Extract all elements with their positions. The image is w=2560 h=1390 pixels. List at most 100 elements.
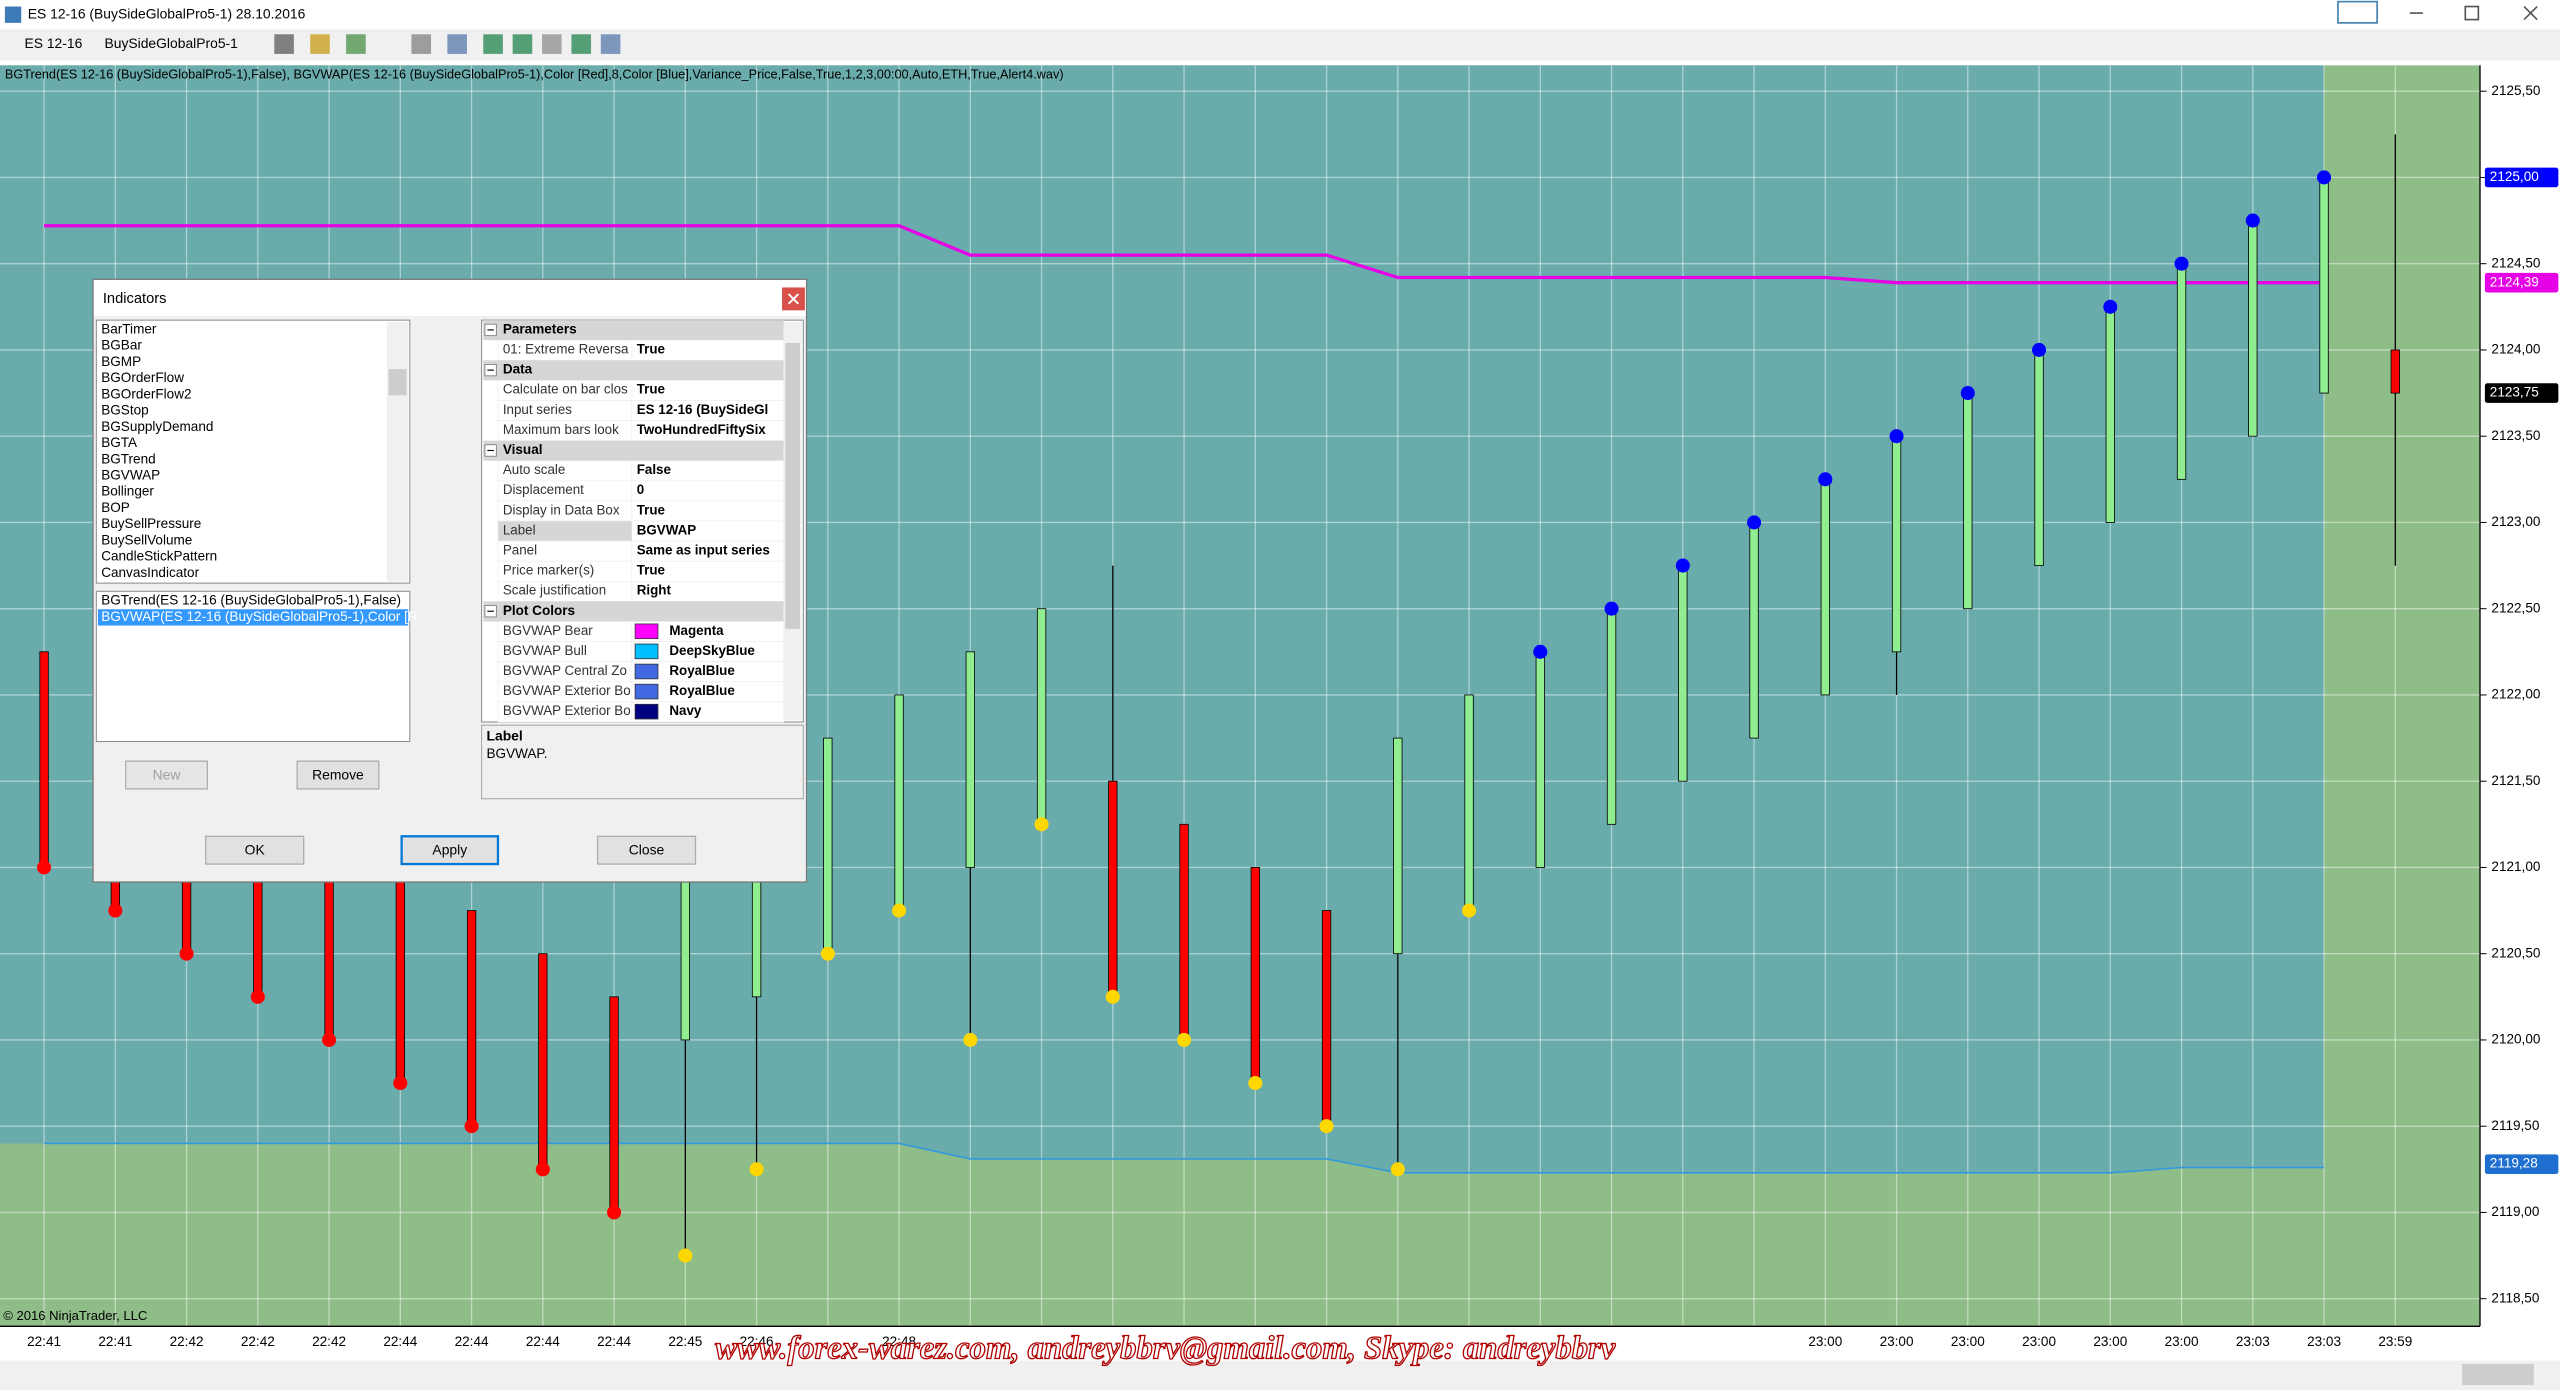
property-value[interactable]: False bbox=[637, 462, 671, 477]
property-row-value-bg[interactable] bbox=[632, 481, 784, 501]
available-item[interactable]: BGVWAP bbox=[101, 467, 160, 482]
color-swatch bbox=[635, 624, 658, 639]
tool-icon[interactable] bbox=[274, 34, 294, 54]
h-scroll-thumb[interactable] bbox=[2462, 1364, 2534, 1385]
x-tick-label: 23:00 bbox=[2165, 1334, 2199, 1349]
available-item[interactable]: BGSupplyDemand bbox=[101, 419, 213, 434]
color-swatch bbox=[635, 684, 658, 699]
description-box bbox=[482, 725, 804, 799]
bar-body bbox=[1109, 781, 1117, 997]
property-value[interactable]: RoyalBlue bbox=[669, 663, 734, 678]
bar-body bbox=[2035, 350, 2043, 566]
window-title: ES 12-16 (BuySideGlobalPro5-1) 28.10.201… bbox=[28, 5, 306, 21]
applied-item[interactable]: BGVWAP(ES 12-16 (BuySideGlobalPro5-1),Co… bbox=[101, 609, 418, 624]
available-item[interactable]: BarTimer bbox=[101, 322, 157, 337]
available-item[interactable]: BuySellVolume bbox=[101, 532, 192, 547]
property-value[interactable]: True bbox=[637, 502, 665, 517]
button-label[interactable]: Apply bbox=[432, 842, 467, 858]
available-item[interactable]: BuySellPressure bbox=[101, 516, 201, 531]
bar-body bbox=[1892, 436, 1900, 652]
grid-scroll-thumb[interactable] bbox=[785, 343, 800, 629]
signal-dot bbox=[678, 1249, 692, 1263]
property-name: BGVWAP Bull bbox=[503, 643, 587, 658]
signal-dot bbox=[322, 1033, 336, 1047]
property-value[interactable]: BGVWAP bbox=[637, 522, 697, 537]
available-item[interactable]: BOP bbox=[101, 500, 130, 515]
applied-item[interactable]: BGTrend(ES 12-16 (BuySideGlobalPro5-1),F… bbox=[101, 593, 401, 608]
instrument-selector[interactable]: ES 12-16 bbox=[24, 35, 82, 51]
x-tick-label: 22:42 bbox=[170, 1334, 204, 1349]
bar-body bbox=[2249, 221, 2257, 437]
account-selector[interactable]: BuySideGlobalPro5-1 bbox=[104, 35, 238, 51]
property-value[interactable]: 0 bbox=[637, 482, 644, 497]
bar-body bbox=[1536, 652, 1544, 868]
available-item[interactable]: BGTrend bbox=[101, 451, 155, 466]
tool-icon[interactable] bbox=[447, 34, 467, 54]
tool-icon[interactable] bbox=[542, 34, 562, 54]
available-item[interactable]: BGTA bbox=[101, 435, 138, 450]
property-name: Displacement bbox=[503, 482, 584, 497]
property-name: BGVWAP Bear bbox=[503, 623, 593, 638]
property-value[interactable]: RoyalBlue bbox=[669, 683, 734, 698]
available-item[interactable]: Bollinger bbox=[101, 484, 154, 499]
available-item[interactable]: BGBar bbox=[101, 338, 142, 353]
bar-body bbox=[2391, 350, 2399, 393]
bar-body bbox=[1180, 824, 1188, 1040]
available-item[interactable]: BGStop bbox=[101, 403, 148, 418]
property-value[interactable]: Magenta bbox=[669, 623, 724, 638]
x-tick-label: 22:42 bbox=[312, 1334, 346, 1349]
signal-dot bbox=[37, 860, 51, 874]
property-value[interactable]: ES 12-16 (BuySideGl bbox=[637, 402, 769, 417]
property-value[interactable]: Navy bbox=[669, 703, 702, 718]
bar-body bbox=[1465, 695, 1473, 911]
property-value[interactable]: Same as input series bbox=[637, 542, 770, 557]
property-name: Panel bbox=[503, 542, 537, 557]
button-label[interactable]: Close bbox=[629, 842, 665, 858]
x-tick-label: 22:44 bbox=[597, 1334, 631, 1349]
signal-dot bbox=[1533, 645, 1547, 659]
property-value[interactable]: True bbox=[637, 563, 665, 578]
property-name: BGVWAP Exterior Bo bbox=[503, 703, 631, 718]
tool-icon[interactable] bbox=[346, 34, 366, 54]
property-value[interactable]: TwoHundredFiftySix bbox=[637, 422, 767, 437]
property-value[interactable]: Right bbox=[637, 583, 672, 598]
signal-dot bbox=[2032, 343, 2046, 357]
button-label[interactable]: Remove bbox=[312, 767, 364, 783]
property-value[interactable]: True bbox=[637, 342, 665, 357]
property-value[interactable]: DeepSkyBlue bbox=[669, 643, 754, 658]
list-scrollbar[interactable] bbox=[387, 322, 408, 582]
available-item[interactable]: BGOrderFlow2 bbox=[101, 386, 191, 401]
bar-body bbox=[824, 738, 832, 954]
available-item[interactable]: CandleStickPattern bbox=[101, 549, 217, 564]
x-tick-label: 23:00 bbox=[2093, 1334, 2127, 1349]
tool-icon[interactable] bbox=[483, 34, 503, 54]
available-item[interactable]: BGMP bbox=[101, 354, 141, 369]
tool-icon[interactable] bbox=[571, 34, 591, 54]
signal-dot bbox=[607, 1205, 621, 1219]
tool-icon[interactable] bbox=[513, 34, 533, 54]
property-value[interactable]: True bbox=[637, 382, 665, 397]
bar-body bbox=[895, 695, 903, 911]
bar-body bbox=[1750, 522, 1758, 738]
available-item[interactable]: CanvasIndicator bbox=[101, 565, 199, 580]
button-label[interactable]: OK bbox=[245, 842, 266, 858]
button-label: New bbox=[153, 767, 182, 783]
signal-dot bbox=[1035, 817, 1049, 831]
window-button[interactable] bbox=[2338, 2, 2377, 23]
tool-icon[interactable] bbox=[601, 34, 621, 54]
property-category: Visual bbox=[503, 442, 543, 457]
property-category: Data bbox=[503, 362, 533, 377]
bar-body bbox=[2106, 307, 2114, 523]
property-name: Calculate on bar clos bbox=[503, 382, 628, 397]
available-item[interactable]: BGOrderFlow bbox=[101, 370, 184, 385]
signal-dot bbox=[1391, 1162, 1405, 1176]
x-tick-label: 23:03 bbox=[2307, 1334, 2341, 1349]
color-swatch bbox=[635, 644, 658, 659]
price-marker-label: 2125,00 bbox=[2490, 169, 2539, 184]
signal-dot bbox=[465, 1119, 479, 1133]
tool-icon[interactable] bbox=[310, 34, 330, 54]
tool-icon[interactable] bbox=[411, 34, 431, 54]
property-name: Input series bbox=[503, 402, 572, 417]
list-scroll-thumb[interactable] bbox=[389, 369, 407, 395]
